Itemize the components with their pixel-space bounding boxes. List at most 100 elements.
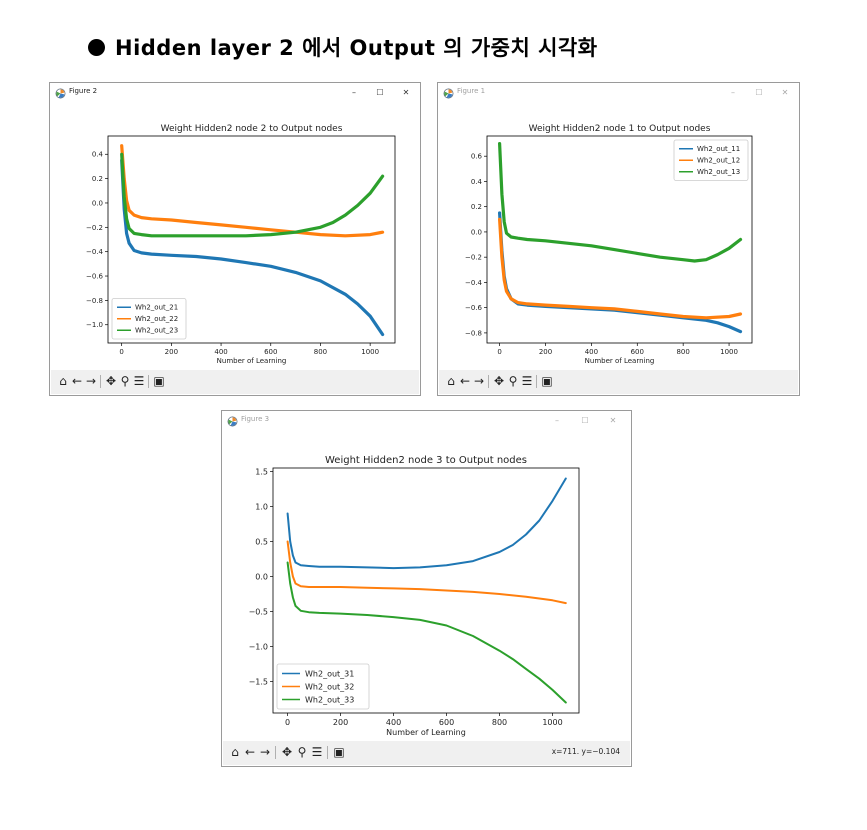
y-tick-label: 0.4 — [471, 178, 483, 186]
close-button[interactable]: ✕ — [609, 416, 617, 425]
chart-plot[interactable]: Weight Hidden2 node 1 to Output nodes 0 20… — [438, 105, 799, 369]
legend: Wh2_out_11 Wh2_out_12 Wh2_out_13 — [673, 139, 749, 181]
pan-icon[interactable]: ✥ — [493, 374, 505, 388]
minimize-button[interactable]: – — [731, 88, 735, 97]
y-tick-label: −0.2 — [465, 254, 482, 262]
cursor-coordinates: x=711. y=−0.104 — [551, 747, 620, 756]
toolbar-separator — [148, 375, 149, 388]
series-line-Wh2_out_21 — [120, 158, 385, 337]
x-axis-label: Number of Learning — [585, 357, 655, 365]
toolbar-separator — [100, 375, 101, 388]
maximize-button[interactable]: ☐ — [376, 88, 384, 97]
x-tick-label: 800 — [676, 348, 689, 356]
y-tick-label: −0.2 — [86, 224, 103, 232]
toolbar-separator — [327, 746, 328, 759]
y-tick-label: 0.5 — [255, 537, 268, 546]
axes-frame — [486, 135, 753, 344]
y-tick-label: −0.5 — [249, 607, 268, 616]
y-tick-label: 0.2 — [471, 203, 482, 211]
chart-title: Weight Hidden2 node 3 to Output nodes — [325, 455, 527, 466]
chart-plot[interactable]: Weight Hidden2 node 3 to Output nodes 0 20… — [222, 433, 631, 741]
back-arrow-icon[interactable]: ← — [459, 374, 471, 388]
chart-plot[interactable]: Weight Hidden2 node 2 to Output nodes 0 20… — [50, 105, 420, 369]
y-tick-label: 0.6 — [471, 153, 483, 161]
save-icon[interactable]: ▣ — [541, 374, 553, 388]
pan-icon[interactable]: ✥ — [281, 745, 293, 759]
series-line-Wh2_out_11 — [497, 211, 743, 334]
back-arrow-icon[interactable]: ← — [244, 745, 256, 759]
close-button[interactable]: ✕ — [781, 88, 789, 97]
home-icon[interactable]: ⌂ — [231, 745, 239, 759]
toolbar-separator — [275, 746, 276, 759]
zoom-icon[interactable]: ⚲ — [120, 374, 130, 388]
zoom-icon[interactable]: ⚲ — [508, 374, 518, 388]
y-tick-label: 0.2 — [92, 175, 103, 183]
y-tick-label: 1.5 — [255, 467, 268, 476]
x-tick-label: 200 — [333, 718, 348, 727]
minimize-button[interactable]: – — [352, 88, 356, 97]
configure-subplots-icon[interactable]: ☰ — [521, 374, 533, 388]
zoom-icon[interactable]: ⚲ — [297, 745, 307, 759]
x-tick-label: 400 — [386, 718, 401, 727]
y-tick-label: 1.0 — [255, 502, 268, 511]
forward-arrow-icon[interactable]: → — [85, 374, 97, 388]
x-axis-label: Number of Learning — [217, 357, 287, 365]
x-tick-label: 400 — [214, 348, 227, 356]
y-tick-label: −0.4 — [86, 248, 104, 256]
page-heading: Hidden layer 2 에서 Output 의 가중치 시각화 — [88, 30, 598, 64]
home-icon[interactable]: ⌂ — [59, 374, 67, 388]
back-arrow-icon[interactable]: ← — [71, 374, 83, 388]
home-icon[interactable]: ⌂ — [447, 374, 455, 388]
navigation-toolbar: ⌂ ← → ✥ ⚲ ☰ ▣ — [439, 370, 798, 394]
series-line-Wh2_out_13 — [497, 141, 743, 263]
x-tick-label: 800 — [492, 718, 507, 727]
series-line-Wh2_out_33 — [286, 561, 567, 704]
maximize-button[interactable]: ☐ — [755, 88, 763, 97]
maximize-button[interactable]: ☐ — [581, 416, 589, 425]
figure-window-3: Figure 3 – ☐ ✕ Weight Hidden2 node 3 to … — [221, 410, 632, 767]
window-titlebar[interactable]: Figure 3 – ☐ ✕ — [222, 411, 631, 433]
x-tick-label: 800 — [314, 348, 327, 356]
window-title: Figure 2 — [69, 87, 98, 95]
page-heading-text: Hidden layer 2 에서 Output 의 가중치 시각화 — [115, 36, 598, 60]
configure-subplots-icon[interactable]: ☰ — [133, 374, 145, 388]
forward-arrow-icon[interactable]: → — [473, 374, 485, 388]
matplotlib-app-icon — [443, 88, 454, 99]
y-tick-label: −1.0 — [86, 321, 103, 329]
window-titlebar[interactable]: Figure 1 – ☐ ✕ — [438, 83, 799, 105]
axes-frame — [107, 135, 396, 344]
y-tick-label: −0.4 — [465, 279, 483, 287]
x-tick-label: 0 — [285, 718, 290, 727]
series-line-Wh2_out_22 — [120, 144, 385, 238]
pan-icon[interactable]: ✥ — [105, 374, 117, 388]
figure-window-2: Figure 2 – ☐ ✕ Weight Hidden2 node 2 to … — [49, 82, 421, 396]
configure-subplots-icon[interactable]: ☰ — [311, 745, 323, 759]
legend-label: Wh2_out_12 — [697, 157, 740, 165]
matplotlib-app-icon — [55, 88, 66, 99]
legend: Wh2_out_21 Wh2_out_22 Wh2_out_23 — [111, 298, 187, 340]
minimize-button[interactable]: – — [555, 416, 559, 425]
save-icon[interactable]: ▣ — [333, 745, 345, 759]
save-icon[interactable]: ▣ — [153, 374, 165, 388]
series-line-Wh2_out_23 — [120, 152, 385, 238]
legend-label: Wh2_out_32 — [305, 682, 354, 691]
legend-label: Wh2_out_11 — [697, 145, 740, 153]
x-tick-label: 600 — [631, 348, 644, 356]
legend: Wh2_out_31 Wh2_out_32 Wh2_out_33 — [276, 663, 370, 710]
x-tick-label: 600 — [439, 718, 454, 727]
navigation-toolbar: ⌂ ← → ✥ ⚲ ☰ ▣ — [51, 370, 419, 394]
figure-window-1: Figure 1 – ☐ ✕ Weight Hidden2 node 1 to … — [437, 82, 800, 396]
forward-arrow-icon[interactable]: → — [259, 745, 271, 759]
legend-label: Wh2_out_22 — [135, 315, 178, 323]
y-tick-label: −0.6 — [86, 272, 104, 280]
legend-label: Wh2_out_31 — [305, 669, 354, 678]
x-axis-label: Number of Learning — [386, 728, 466, 737]
x-tick-label: 400 — [585, 348, 598, 356]
window-titlebar[interactable]: Figure 2 – ☐ ✕ — [50, 83, 420, 105]
axes-frame — [272, 467, 580, 714]
legend-label: Wh2_out_13 — [697, 168, 740, 176]
close-button[interactable]: ✕ — [402, 88, 410, 97]
legend-box — [276, 663, 370, 710]
x-tick-label: 0 — [119, 348, 123, 356]
toolbar-separator — [488, 375, 489, 388]
